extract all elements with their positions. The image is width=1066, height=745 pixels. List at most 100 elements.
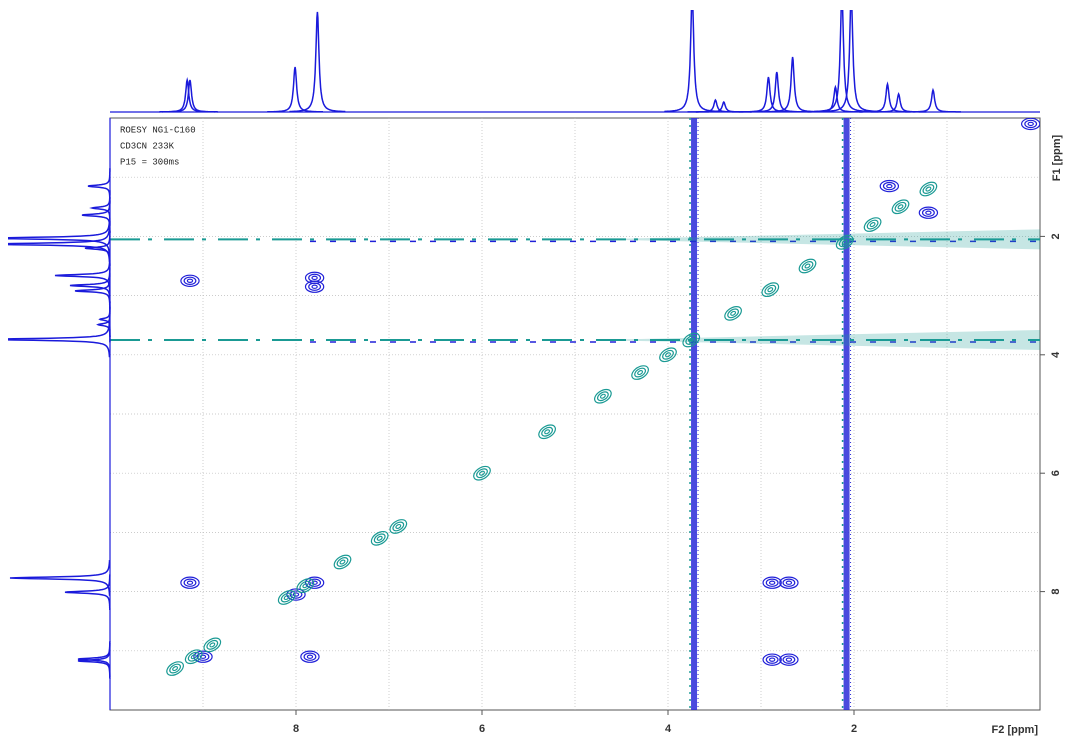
projection-peak	[870, 92, 927, 113]
contour	[804, 263, 811, 269]
projection-peak	[814, 10, 870, 113]
contour	[302, 583, 309, 589]
contour	[300, 650, 320, 663]
cross-peak	[370, 530, 389, 546]
contour	[798, 258, 817, 274]
projection-peak	[695, 100, 752, 113]
contour	[886, 183, 893, 189]
contour	[538, 424, 556, 440]
contour	[289, 590, 303, 599]
contour	[765, 578, 779, 587]
contour	[277, 590, 296, 605]
contour	[196, 652, 210, 661]
x-axis-label: F2 [ppm]	[992, 724, 1039, 736]
contour	[685, 335, 698, 345]
cross-peak	[473, 465, 491, 481]
contour	[897, 204, 904, 210]
contour	[919, 181, 938, 197]
cross-peak	[879, 179, 900, 193]
contour	[882, 181, 896, 191]
contour	[922, 184, 935, 194]
contour	[203, 637, 222, 653]
contour	[599, 393, 606, 399]
contour	[376, 535, 383, 541]
cross-peak	[180, 576, 200, 589]
contour	[762, 653, 782, 666]
cross-peak	[798, 258, 817, 274]
contour	[286, 588, 306, 601]
contour	[303, 652, 317, 661]
labels: 8 6 4 2 2 4 6 8	[293, 233, 1062, 735]
contour	[785, 580, 793, 585]
contour	[631, 365, 649, 380]
horizontal-streak	[110, 330, 1040, 350]
contour	[768, 657, 776, 662]
contour	[184, 649, 203, 665]
cross-peak	[286, 588, 306, 601]
vertical-streak	[689, 118, 699, 710]
contour	[634, 367, 647, 378]
cross-peak	[918, 206, 939, 219]
contour	[768, 580, 776, 585]
contour	[395, 523, 402, 530]
projection-peak	[740, 76, 797, 113]
contour	[476, 468, 488, 479]
contour	[187, 651, 200, 662]
contour	[333, 554, 352, 570]
cross-peak	[835, 234, 854, 250]
contour	[894, 201, 907, 212]
y-tick-label: 8	[1050, 589, 1062, 595]
contour	[866, 219, 879, 230]
projection-peak	[8, 220, 111, 256]
contour	[835, 234, 854, 250]
contour	[665, 352, 671, 358]
projection-peak	[64, 574, 111, 610]
x-tick-label: 2	[851, 723, 857, 735]
contour	[637, 370, 644, 376]
contour	[785, 657, 793, 662]
cross-peak	[184, 649, 203, 665]
contour	[1021, 118, 1040, 131]
projection-peak	[98, 301, 111, 337]
projection-peak	[159, 77, 216, 113]
contour	[304, 280, 325, 293]
contour	[299, 580, 312, 591]
contour	[183, 578, 197, 587]
streak-fan	[593, 330, 1040, 350]
contour	[166, 661, 184, 676]
contour	[838, 237, 851, 248]
cross-peak	[389, 519, 408, 534]
projection-peak	[69, 267, 111, 304]
contour	[339, 559, 346, 565]
contour	[925, 186, 932, 192]
contour	[193, 650, 213, 663]
contour	[921, 208, 935, 217]
projection-peak	[687, 98, 744, 113]
cross-peak	[682, 332, 701, 348]
cross-peak	[1021, 118, 1040, 131]
contour	[206, 639, 219, 650]
cross-peak	[277, 590, 296, 605]
contour	[311, 275, 318, 281]
contour	[544, 429, 551, 435]
projection-peak	[89, 190, 111, 226]
contour	[764, 284, 777, 295]
annotation: P15 = 300ms	[120, 157, 179, 167]
projection-peak	[859, 81, 916, 113]
contour	[283, 594, 290, 601]
contour	[841, 239, 848, 245]
projection-peak	[8, 321, 111, 358]
annotation: ROESY NGi-C160	[120, 125, 196, 135]
cross-peak	[724, 305, 742, 321]
grid	[110, 118, 1045, 715]
projection-peak	[664, 10, 721, 113]
contour	[311, 284, 318, 289]
contour	[183, 276, 197, 285]
contour	[779, 653, 799, 666]
contour	[311, 580, 318, 585]
top-projection	[110, 10, 1040, 113]
contour	[186, 278, 194, 283]
contour	[186, 580, 194, 585]
contour	[389, 519, 408, 534]
